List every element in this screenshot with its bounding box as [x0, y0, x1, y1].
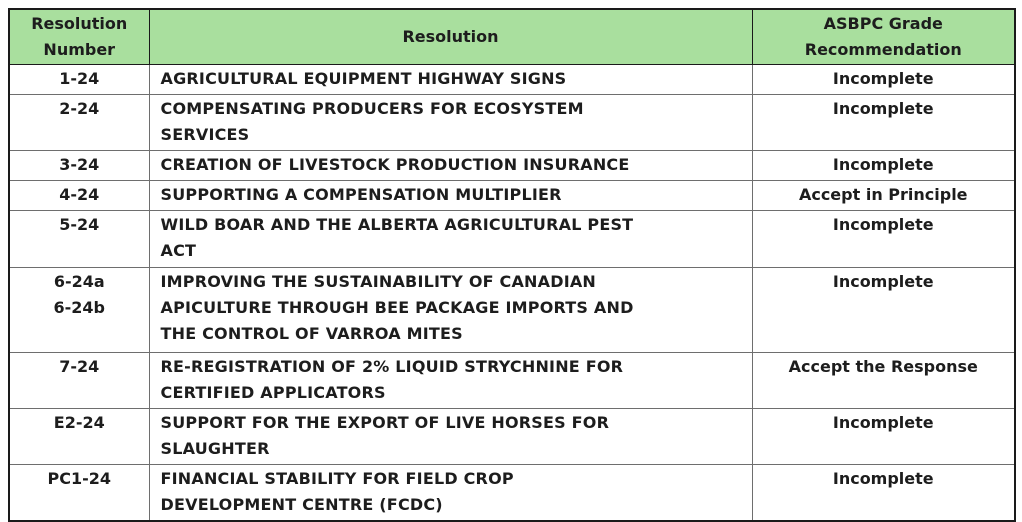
table-row-pc1-24: PC1-24 FINANCIAL STABILITY FOR FIELD CRO… [8, 464, 1016, 522]
table-row-5-24: 5-24 WILD BOAR AND THE ALBERTA AGRICULTU… [8, 210, 1016, 268]
grade-recommendation: Incomplete [751, 464, 1016, 522]
resolution-number: 6-24a 6-24b [8, 267, 150, 353]
grade-recommendation: Accept the Response [751, 352, 1016, 409]
resolution-number: E2-24 [8, 408, 150, 465]
resolution-title: WILD BOAR AND THE ALBERTA AGRICULTURAL P… [148, 210, 753, 268]
grade-recommendation: Accept in Principle [751, 180, 1016, 211]
table-row-3-24: 3-24 CREATION OF LIVESTOCK PRODUCTION IN… [8, 150, 1016, 181]
grade-recommendation: Incomplete [751, 150, 1016, 181]
table-row-6-24: 6-24a 6-24b IMPROVING THE SUSTAINABILITY… [8, 267, 1016, 353]
table-body: 1-24 AGRICULTURAL EQUIPMENT HIGHWAY SIGN… [8, 64, 1016, 522]
resolution-title: COMPENSATING PRODUCERS FOR ECOSYSTEM SER… [148, 94, 753, 151]
table-row-2-24: 2-24 COMPENSATING PRODUCERS FOR ECOSYSTE… [8, 94, 1016, 151]
header-row: Resolution Number Resolution ASBPC Grade… [8, 8, 1016, 65]
resolution-number: 1-24 [8, 64, 150, 95]
table-row-e2-24: E2-24 SUPPORT FOR THE EXPORT OF LIVE HOR… [8, 408, 1016, 465]
resolution-number: 4-24 [8, 180, 150, 211]
table-row-7-24: 7-24 RE-REGISTRATION OF 2% LIQUID STRYCH… [8, 352, 1016, 409]
resolution-title: SUPPORTING A COMPENSATION MULTIPLIER [148, 180, 753, 211]
grade-recommendation: Incomplete [751, 267, 1016, 353]
resolution-number: 7-24 [8, 352, 150, 409]
resolution-title: RE-REGISTRATION OF 2% LIQUID STRYCHNINE … [148, 352, 753, 409]
column-header-asbpc-grade-recommendation: ASBPC Grade Recommendation [751, 8, 1016, 65]
resolution-title: IMPROVING THE SUSTAINABILITY OF CANADIAN… [148, 267, 753, 353]
column-header-resolution: Resolution [148, 8, 753, 65]
table-row-1-24: 1-24 AGRICULTURAL EQUIPMENT HIGHWAY SIGN… [8, 64, 1016, 95]
resolution-title: CREATION OF LIVESTOCK PRODUCTION INSURAN… [148, 150, 753, 181]
table-header: Resolution Number Resolution ASBPC Grade… [8, 8, 1016, 65]
resolutions-table: Resolution Number Resolution ASBPC Grade… [8, 8, 1016, 522]
grade-recommendation: Incomplete [751, 408, 1016, 465]
grade-recommendation: Incomplete [751, 64, 1016, 95]
resolution-title: SUPPORT FOR THE EXPORT OF LIVE HORSES FO… [148, 408, 753, 465]
column-header-resolution-number: Resolution Number [8, 8, 150, 65]
resolution-title: AGRICULTURAL EQUIPMENT HIGHWAY SIGNS [148, 64, 753, 95]
resolution-number: PC1-24 [8, 464, 150, 522]
grade-recommendation: Incomplete [751, 210, 1016, 268]
resolution-number: 2-24 [8, 94, 150, 151]
resolution-title: FINANCIAL STABILITY FOR FIELD CROP DEVEL… [148, 464, 753, 522]
resolution-number: 5-24 [8, 210, 150, 268]
grade-recommendation: Incomplete [751, 94, 1016, 151]
table-row-4-24: 4-24 SUPPORTING A COMPENSATION MULTIPLIE… [8, 180, 1016, 211]
resolution-number: 3-24 [8, 150, 150, 181]
